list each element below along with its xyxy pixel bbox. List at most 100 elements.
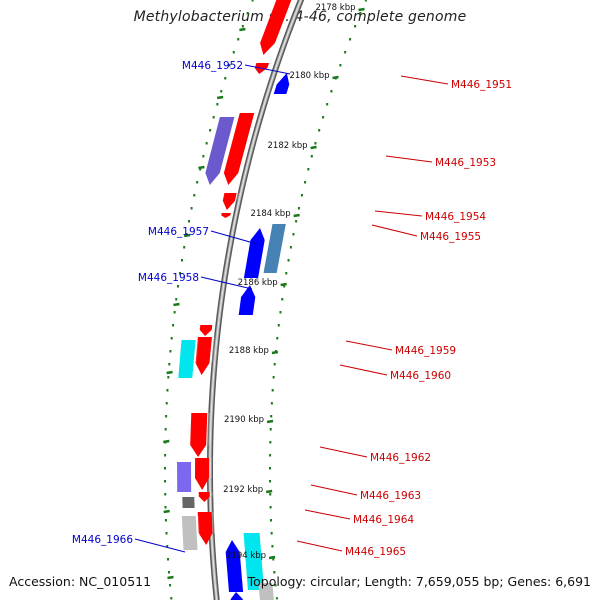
scale-tick-forward [167, 575, 174, 580]
reverse-track-dot [287, 259, 290, 262]
forward-track-dot [205, 142, 208, 145]
forward-gene-arrow-down [199, 325, 213, 336]
forward-track-dot [183, 246, 186, 249]
gene-shading [286, 73, 293, 85]
scale-tick-forward [173, 302, 180, 307]
gene-shading [236, 592, 246, 600]
forward-gene-box [182, 497, 195, 508]
reverse-track-dot [354, 25, 357, 28]
scale-tick-label: 2192 kbp [223, 485, 263, 495]
forward-track-dot [251, 0, 254, 2]
scale-tick [293, 213, 300, 218]
forward-gene-arrow-down [198, 492, 210, 502]
gene-shading [238, 113, 258, 173]
reverse-track-dot [285, 272, 288, 275]
gene-label: M446_1959 [395, 345, 456, 357]
reverse-gene-arrow-up [243, 228, 265, 278]
forward-gene-arrow-down [197, 512, 213, 545]
forward-track-dot [212, 116, 215, 119]
gene-shading [209, 337, 215, 363]
reverse-track-dot [300, 194, 303, 197]
scale-tick-forward [166, 370, 173, 375]
forward-track-dot [185, 233, 188, 236]
reverse-track-dot [281, 298, 284, 301]
scale-tick-label: 2184 kbp [251, 209, 291, 219]
reverse-track-dot [292, 233, 295, 236]
forward-track-dot [175, 298, 178, 301]
forward-track-dot [199, 168, 202, 171]
forward-gene-arrow-down [195, 458, 210, 490]
forward-track-dot [170, 337, 173, 340]
scale-tick-forward [216, 95, 224, 100]
reverse-track-dot [349, 38, 352, 41]
forward-track-dot [164, 454, 167, 457]
reverse-gene-box [243, 533, 264, 590]
scale-tick-label: 2190 kbp [224, 415, 264, 425]
reverse-track-dot [359, 12, 362, 15]
reverse-gene-arrow-up [230, 592, 243, 600]
forward-track-dot [164, 428, 167, 431]
forward-track-dot [202, 155, 205, 158]
reverse-track-dot [314, 142, 317, 145]
gene-shading [211, 325, 216, 330]
label-leader-line [371, 224, 418, 237]
scale-tick-forward [183, 233, 191, 238]
scale-tick-label: 2186 kbp [238, 278, 278, 288]
scale-tick-label: 2180 kbp [289, 71, 329, 81]
reverse-track-dot [272, 558, 275, 561]
reverse-track-dot [269, 428, 272, 431]
forward-track-dot [169, 584, 172, 587]
reverse-track-dot [276, 337, 279, 340]
forward-track-dot [165, 402, 168, 405]
genome-summary-text: Topology: circular; Length: 7,659,055 bp… [247, 574, 591, 589]
gene-label: M446_1955 [420, 231, 481, 243]
forward-gene-box [177, 462, 192, 492]
reverse-track-dot [297, 207, 300, 210]
gene-shading [275, 0, 295, 43]
reverse-track-dot [271, 545, 274, 548]
forward-gene-arrow-down [221, 213, 231, 218]
forward-track-dot [167, 376, 170, 379]
reverse-track-dot [304, 181, 307, 184]
scale-tick [332, 75, 339, 80]
gene-shading [249, 285, 259, 297]
map-title: Methylobacterium sp. 4-46, complete geno… [133, 9, 467, 25]
gene-shading [230, 213, 234, 216]
label-leader-line [296, 540, 343, 552]
tick-dot-tracks [164, 0, 367, 600]
gene-label: M446_1958 [138, 272, 199, 284]
gene-shading [206, 413, 211, 445]
label-leader-line [319, 446, 368, 458]
reverse-track-dot [275, 597, 278, 600]
reverse-gene-arrow-up [238, 285, 256, 315]
scale-tick [310, 145, 317, 150]
backbone-highlight [209, 0, 302, 600]
label-leader-line [385, 155, 433, 163]
scale-tick-forward [198, 165, 205, 170]
label-leader-line [134, 538, 186, 553]
gene-label: M446_1966 [72, 534, 133, 546]
forward-track-dot [166, 545, 169, 548]
reverse-track-dot [273, 363, 276, 366]
forward-track-dot [165, 415, 168, 418]
forward-gene-box [181, 516, 198, 550]
forward-track-dot [164, 519, 167, 522]
gene-shading [211, 512, 216, 533]
reverse-track-dot [295, 220, 298, 223]
forward-gene-arrow-down [195, 337, 212, 375]
gene-shading [195, 516, 201, 550]
forward-track-dot [220, 90, 223, 93]
scale-tick-label: 2194 kbp [226, 551, 266, 561]
forward-track-dot [177, 285, 180, 288]
reverse-gene-box [258, 583, 274, 600]
gene-shading [272, 583, 277, 600]
reverse-track-dot [364, 0, 367, 2]
reverse-track-dot [273, 571, 276, 574]
gene-shading [276, 224, 289, 273]
forward-track-dot [167, 571, 170, 574]
forward-track-dot [166, 389, 169, 392]
forward-gene-arrow-down [223, 113, 255, 185]
gene-label: M446_1965 [345, 546, 406, 558]
forward-gene-arrow-down [260, 0, 292, 55]
